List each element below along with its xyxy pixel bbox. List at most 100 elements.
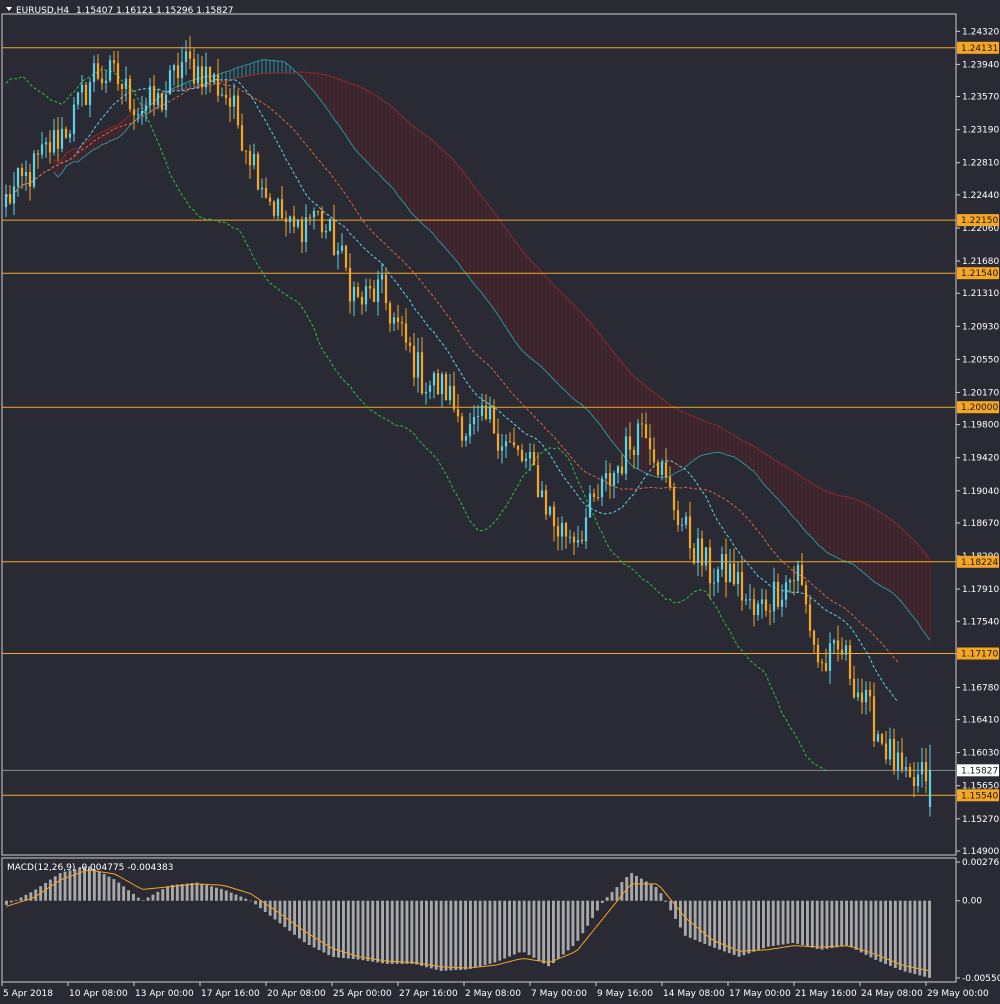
candle (868, 681, 872, 712)
candle-body (888, 738, 892, 760)
candle-body (744, 599, 748, 601)
candle (424, 382, 428, 405)
candle (204, 52, 208, 95)
candles[interactable] (4, 36, 932, 817)
macd-histogram-bar (469, 900, 472, 969)
macd-histogram-bar (459, 900, 463, 970)
candle (92, 55, 96, 93)
candle (564, 521, 568, 549)
macd-histogram-bar (586, 900, 590, 926)
macd-histogram-bar (390, 900, 394, 964)
senkou-span-b (53, 71, 931, 561)
macd-histogram-bar (283, 900, 287, 928)
macd-histogram-bar (63, 871, 67, 901)
macd-histogram-bar (766, 900, 770, 947)
candle (624, 427, 628, 481)
price-tick-label: 1.20930 (962, 322, 999, 332)
macd-histogram-bar (791, 900, 795, 943)
candle (160, 92, 164, 113)
candle-body (400, 322, 404, 324)
candle (452, 371, 456, 413)
candle (76, 91, 80, 110)
macd-histogram-bar (83, 866, 86, 901)
candle (320, 206, 324, 239)
macd-histogram-bar (259, 900, 262, 909)
candle-body (404, 323, 408, 343)
candle (284, 210, 288, 237)
candle (888, 727, 892, 766)
macd-histogram-bar (439, 900, 443, 971)
candle-body (84, 84, 88, 105)
candle (892, 728, 896, 775)
candle-body (704, 547, 708, 566)
candle (896, 741, 900, 780)
candle-body (16, 167, 20, 187)
candle (492, 399, 496, 434)
candle-body (616, 466, 620, 473)
macd-histogram-bar (190, 883, 194, 901)
candle (272, 200, 276, 219)
candle (256, 151, 260, 191)
candle (232, 83, 236, 119)
candle-body (192, 58, 196, 84)
candle (920, 747, 924, 788)
candle-body (500, 446, 504, 451)
candle-body (244, 150, 248, 152)
macd-histogram-bar (239, 896, 243, 901)
candle (296, 219, 300, 229)
candle (220, 87, 224, 97)
candle (836, 625, 840, 662)
candle-body (528, 452, 532, 459)
candle (860, 678, 864, 714)
macd-histogram-bar (639, 878, 643, 901)
candle-body (808, 604, 812, 631)
candle-body (324, 230, 328, 233)
macd-histogram-bar (420, 900, 423, 966)
candle-body (148, 86, 152, 106)
macd-histogram-bar (371, 900, 375, 962)
candle-body (36, 153, 40, 155)
candle-body (780, 599, 784, 607)
candle-body (560, 523, 564, 537)
candle-body (648, 438, 652, 450)
candle-body (220, 94, 224, 96)
candle (252, 143, 256, 170)
candle (420, 337, 424, 396)
candle-body (116, 63, 120, 84)
candle (120, 83, 124, 105)
macd-histogram-bar (322, 900, 326, 953)
macd-histogram-bar (136, 897, 140, 901)
macd-histogram-bar (400, 900, 404, 964)
candle-body (800, 564, 804, 585)
macd-histogram-bar (508, 900, 511, 957)
candle (552, 501, 556, 542)
candle (496, 418, 500, 459)
macd-histogram-bar (434, 900, 438, 970)
macd-histogram-bar (776, 900, 780, 946)
candle-body (280, 199, 284, 219)
candle (692, 543, 696, 565)
time-tick-label: 10 Apr 08:00 (69, 989, 128, 999)
candle (68, 130, 72, 144)
price-tick-label: 1.14900 (962, 847, 999, 857)
candle-body (904, 766, 908, 770)
candle-body (796, 564, 800, 581)
price-panel-frame (1, 13, 957, 856)
time-tick-label: 21 May 16:00 (795, 989, 857, 999)
candle (508, 432, 512, 443)
candle-body (24, 172, 28, 176)
price-tick-label: 1.17540 (962, 617, 999, 627)
dropdown-triangle-icon[interactable] (6, 7, 12, 11)
candle (800, 553, 804, 586)
candle (328, 217, 332, 232)
macd-histogram-bar (879, 900, 883, 962)
candle-body (916, 774, 920, 786)
candle-body (812, 630, 816, 645)
macd-histogram-bar (845, 900, 848, 946)
macd-histogram-bar (512, 900, 516, 955)
candle-body (164, 94, 168, 110)
candle (324, 224, 328, 239)
candle (332, 204, 336, 257)
